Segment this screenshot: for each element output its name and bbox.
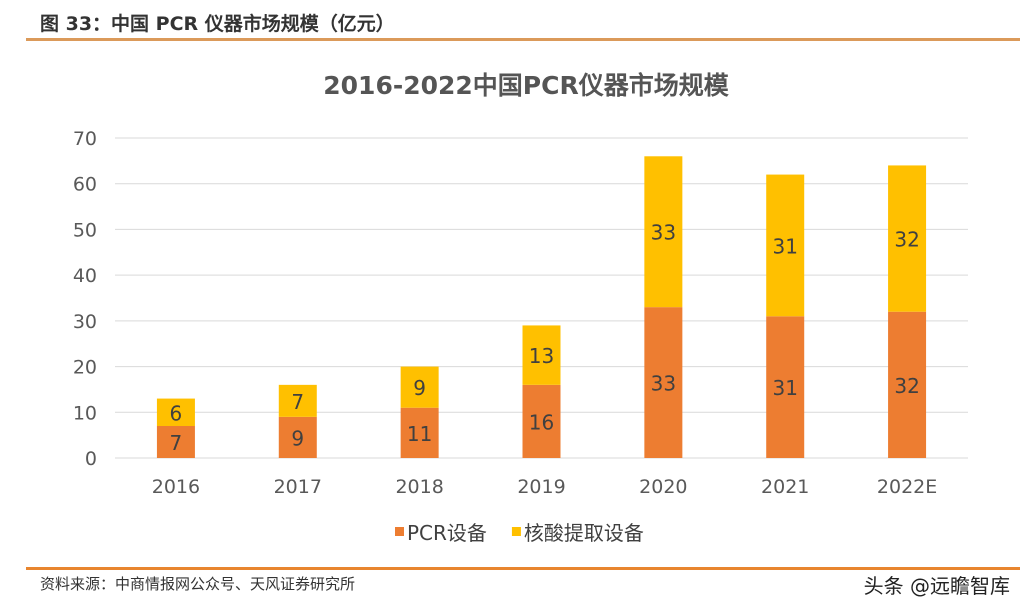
legend-swatch: [511, 527, 521, 536]
bar-segment: [278, 384, 317, 417]
y-tick-label: 20: [73, 357, 97, 379]
data-label: 11: [407, 422, 432, 446]
bar-segment: [888, 165, 927, 312]
bar-segment: [644, 156, 683, 308]
data-label: 32: [894, 228, 919, 252]
bar-segment: [278, 416, 317, 458]
data-label: 33: [651, 221, 676, 245]
data-label: 33: [651, 372, 676, 396]
x-tick-label: 2020: [639, 476, 687, 498]
bar-segment: [766, 316, 805, 458]
data-label: 16: [529, 410, 554, 434]
bar-segment: [888, 311, 927, 458]
x-tick-label: 2021: [761, 476, 809, 498]
y-tick-label: 40: [73, 265, 97, 287]
data-label: 32: [894, 374, 919, 398]
figure-title: 图 33：中国 PCR 仪器市场规模（亿元）: [40, 13, 395, 35]
x-tick-label: 2017: [274, 476, 322, 498]
x-tick-label: 2016: [152, 476, 200, 498]
data-label: 6: [170, 401, 183, 425]
y-tick-label: 60: [73, 174, 97, 196]
data-label: 31: [772, 234, 797, 258]
bar-segment: [156, 426, 195, 458]
data-label: 9: [291, 426, 304, 450]
footer-divider: [26, 567, 1020, 570]
data-label: 7: [170, 431, 183, 455]
bar-segment: [766, 174, 805, 317]
data-label: 9: [413, 376, 426, 400]
data-label: 7: [291, 390, 304, 414]
watermark: 头条 @远瞻智库: [863, 574, 1010, 598]
legend-label: 核酸提取设备: [524, 521, 644, 545]
bar-segment: [644, 307, 683, 458]
x-tick-label: 2018: [395, 476, 443, 498]
legend-label: PCR设备: [407, 521, 487, 545]
chart-title: 2016-2022中国PCR仪器市场规模: [323, 71, 729, 100]
bar-segment: [156, 398, 195, 426]
bar-segment: [400, 366, 439, 408]
data-label: 13: [529, 344, 554, 368]
header-divider: [26, 38, 1020, 41]
bar-segment: [522, 325, 561, 385]
x-tick-label: 2019: [517, 476, 565, 498]
y-tick-label: 30: [73, 311, 97, 333]
data-label: 31: [772, 376, 797, 400]
bar-segment: [522, 384, 561, 458]
x-tick-label: 2022E: [877, 476, 937, 498]
legend-swatch: [395, 527, 404, 536]
y-tick-label: 0: [85, 448, 97, 470]
source-note: 资料来源：中商情报网公众号、天风证券研究所: [40, 575, 356, 593]
y-tick-label: 50: [73, 219, 97, 241]
y-tick-label: 70: [73, 128, 97, 150]
y-tick-label: 10: [73, 402, 97, 424]
bar-segment: [400, 407, 439, 458]
